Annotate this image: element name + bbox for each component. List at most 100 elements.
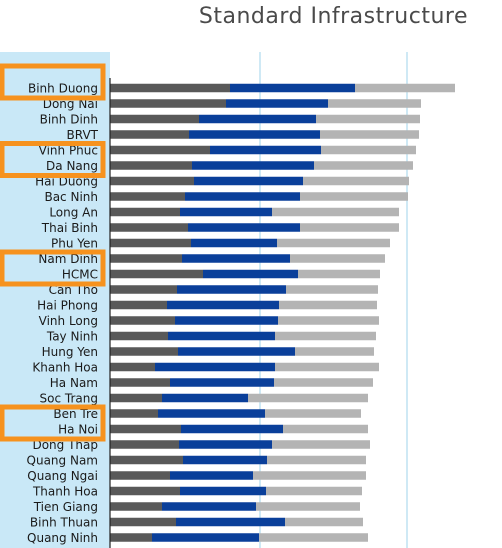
bar-segment-3	[253, 471, 366, 480]
category-label: Binh Dinh	[40, 113, 98, 127]
bar-segment-1	[110, 161, 192, 170]
category-label: Vinh Long	[39, 314, 98, 328]
bar-segment-1	[110, 347, 178, 356]
category-label: Ha Noi	[58, 423, 98, 437]
bar-segment-3	[278, 316, 379, 325]
bar-segment-1	[110, 238, 191, 248]
bar-segment-1	[110, 424, 181, 434]
category-label: Ha Nam	[50, 376, 98, 390]
bar-segment-1	[110, 269, 203, 279]
bar-segment-2	[177, 285, 286, 294]
category-label: TT Hue	[55, 547, 98, 548]
chart-title: Standard Infrastructure	[198, 4, 468, 29]
bar-segment-3	[286, 285, 378, 294]
bar-segment-3	[328, 99, 421, 108]
bar-segment-3	[272, 207, 399, 217]
bar-segment-3	[316, 114, 420, 124]
chart-title-bar: Standard Infrastructure	[0, 0, 502, 52]
category-label: Ben Tre	[53, 407, 98, 421]
category-label: Quang Nam	[27, 454, 98, 468]
bar-segment-1	[110, 502, 162, 511]
bar-segment-1	[110, 455, 183, 465]
bar-segment-3	[321, 145, 416, 155]
bar-segment-2	[152, 533, 259, 542]
category-label: Quang Ngai	[27, 469, 98, 483]
category-label: Da Nang	[46, 159, 98, 173]
bar-segment-3	[295, 347, 374, 356]
bar-segment-2	[176, 517, 285, 527]
bar-segment-2	[185, 192, 300, 201]
highlight-box	[0, 63, 106, 101]
category-label: Binh Thuan	[30, 516, 98, 530]
bar-segment-2	[167, 300, 279, 310]
bar-segment-3	[303, 176, 409, 186]
bar-segment-1	[110, 285, 177, 294]
bar-segment-2	[182, 254, 290, 263]
bar-segment-2	[192, 161, 314, 170]
bar-segment-2	[175, 316, 278, 325]
bar-segment-2	[203, 269, 298, 279]
highlight-box	[0, 249, 106, 287]
bar-segment-3	[298, 269, 380, 279]
bar-segment-1	[110, 192, 185, 201]
bar-segment-3	[274, 378, 373, 387]
bar-segment-3	[300, 223, 399, 232]
bar-segment-1	[110, 99, 226, 108]
category-label: Nam Dinh	[38, 252, 98, 266]
bar-segment-3	[314, 161, 413, 170]
bar-segment-1	[110, 378, 170, 387]
bar-segment-1	[110, 471, 170, 480]
bar-segment-3	[272, 440, 370, 449]
bar-segment-2	[189, 130, 320, 139]
bar-segment-2	[155, 362, 275, 372]
bar-segment-2	[210, 145, 321, 155]
bar-segment-1	[110, 145, 210, 155]
bar-segment-2	[181, 424, 283, 434]
bar-segment-2	[162, 393, 248, 403]
bar-segment-1	[110, 409, 158, 418]
bar-segment-3	[256, 502, 360, 511]
bar-segment-1	[110, 517, 176, 527]
highlight-box	[0, 404, 106, 442]
bar-segment-2	[178, 347, 295, 356]
category-label: Long An	[49, 206, 98, 220]
category-label: Thai Binh	[41, 221, 98, 235]
bar-segment-1	[110, 440, 179, 449]
bar-segment-2	[194, 176, 303, 186]
category-label: Binh Duong	[28, 82, 98, 96]
bar-segment-2	[226, 99, 328, 108]
category-label: Quang Ninh	[27, 531, 98, 545]
bar-segment-1	[110, 83, 230, 93]
category-label: Khanh Hoa	[32, 361, 98, 375]
bar-segment-3	[277, 238, 390, 248]
category-label: BRVT	[67, 128, 99, 142]
bar-segment-1	[110, 300, 167, 310]
bar-segment-3	[283, 424, 368, 434]
bar-segment-3	[355, 83, 455, 93]
category-label: Hung Yen	[42, 345, 98, 359]
bar-segment-3	[275, 331, 376, 341]
category-label: HCMC	[62, 268, 98, 282]
bar-segment-1	[110, 254, 182, 263]
bar-segment-1	[110, 207, 180, 217]
bar-segment-3	[320, 130, 419, 139]
bar-segment-1	[110, 176, 194, 186]
bar-segment-3	[259, 533, 368, 542]
bar-segment-2	[230, 83, 355, 93]
bar-segment-1	[110, 130, 189, 139]
bar-segment-2	[199, 114, 316, 124]
bar-segment-3	[267, 455, 366, 465]
bar-segment-2	[188, 223, 300, 232]
bar-segment-3	[265, 409, 361, 418]
bar-segment-3	[266, 486, 362, 496]
category-label: Tien Giang	[33, 500, 98, 514]
bar-segment-1	[110, 362, 155, 372]
bar-segment-3	[279, 300, 377, 310]
bar-segment-2	[168, 331, 275, 341]
bar-segment-2	[183, 455, 267, 465]
bar-segment-3	[275, 362, 379, 372]
bar-segment-1	[110, 316, 175, 325]
category-label: Bac Ninh	[44, 190, 98, 204]
bar-segment-2	[170, 471, 253, 480]
